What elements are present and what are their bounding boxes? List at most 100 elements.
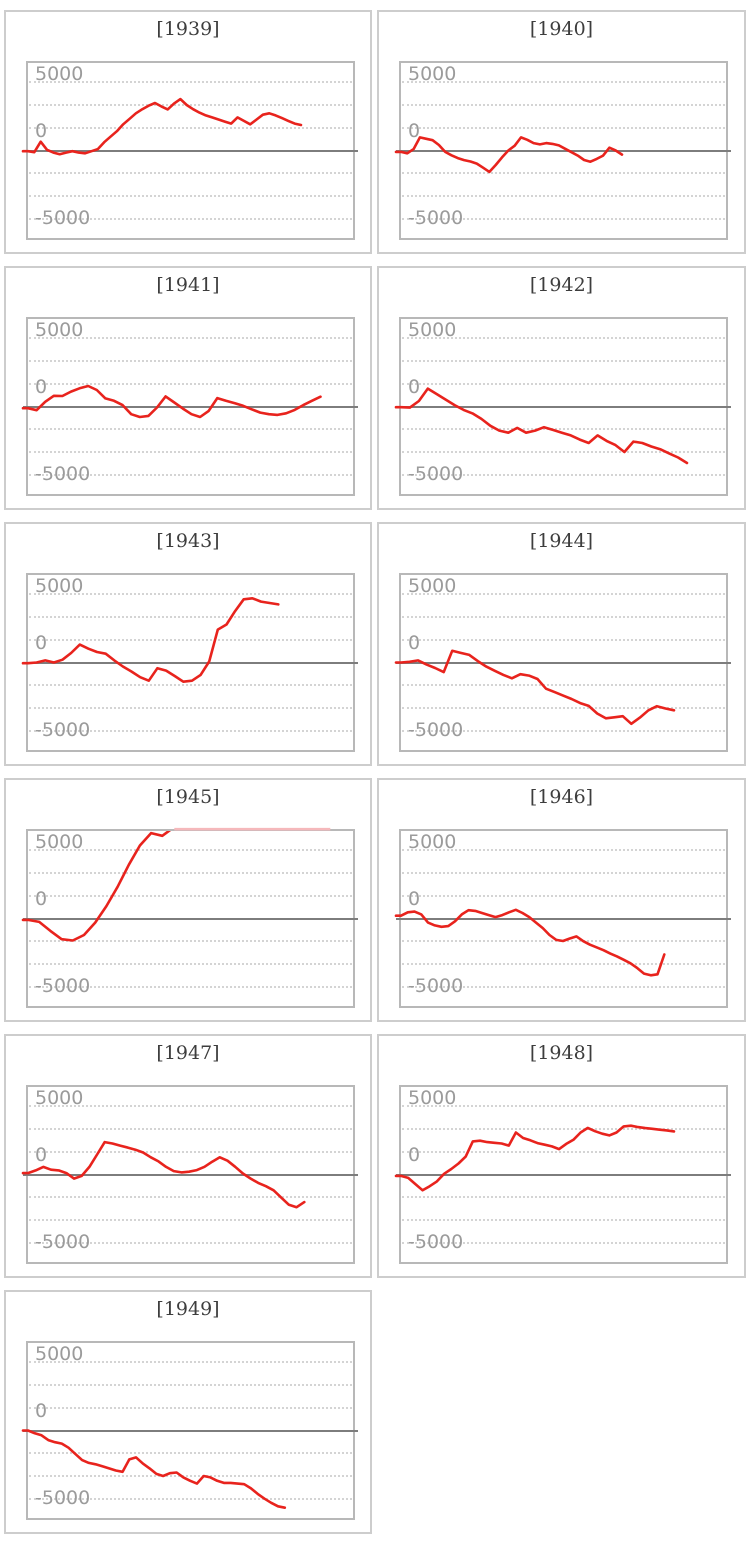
gridline <box>402 1196 725 1199</box>
panel-title: [1946] <box>529 786 594 808</box>
series-line <box>394 908 666 977</box>
series-line <box>21 831 172 942</box>
gridline <box>29 126 352 129</box>
gridline <box>29 963 352 966</box>
gridline <box>402 894 725 897</box>
zero-axis-line <box>23 149 358 152</box>
zero-axis-line <box>396 405 731 408</box>
y-tick-label: 0 <box>408 375 421 398</box>
gridline <box>402 336 725 339</box>
gridline <box>29 195 352 198</box>
plot-area: 5000 0 -5000 <box>394 829 731 1008</box>
gridline <box>29 1406 352 1409</box>
y-tick-label: -5000 <box>408 1231 464 1254</box>
gridline <box>402 195 725 198</box>
series-svg <box>21 97 303 156</box>
series-line <box>394 136 624 174</box>
year-panel: [1945] 5000 0 -5000 <box>4 778 372 1022</box>
y-tick-label: -5000 <box>35 719 91 742</box>
series-svg <box>21 1429 287 1509</box>
series-svg <box>394 136 624 174</box>
year-panel: [1939] 5000 0 -5000 <box>4 10 372 254</box>
plot-area: 5000 0 -5000 <box>394 61 731 240</box>
plot-area: 5000 0 -5000 <box>21 827 358 1008</box>
y-tick-label: 5000 <box>408 574 457 597</box>
series-svg <box>21 596 280 683</box>
y-tick-label: 5000 <box>35 318 84 341</box>
y-tick-label: 0 <box>408 1143 421 1166</box>
gridline <box>402 80 725 83</box>
gridline <box>29 940 352 943</box>
gridline <box>29 359 352 362</box>
plot-inner: 5000 0 -5000 <box>394 574 731 750</box>
gridline <box>29 848 352 851</box>
series-svg <box>394 387 689 465</box>
y-tick-label: -5000 <box>35 1487 91 1510</box>
zero-axis-line <box>396 1173 731 1176</box>
y-tick-label: 5000 <box>408 62 457 85</box>
year-panel: [1948] 5000 0 -5000 <box>377 1034 746 1278</box>
gridline <box>402 172 725 175</box>
y-tick-label: 0 <box>408 631 421 654</box>
y-tick-label: 5000 <box>35 1342 84 1365</box>
gridline <box>402 1150 725 1153</box>
gridline <box>29 451 352 454</box>
y-tick-label: -5000 <box>35 975 91 998</box>
panel-title: [1944] <box>529 530 594 552</box>
series-line <box>394 1124 676 1192</box>
zero-axis-line <box>23 405 358 408</box>
gridline <box>402 382 725 385</box>
gridline <box>402 474 725 477</box>
plot-inner: 5000 0 -5000 <box>394 319 731 494</box>
series-line <box>21 97 303 156</box>
gridline <box>29 218 352 221</box>
gridline <box>402 707 725 710</box>
gridline <box>402 1104 725 1107</box>
year-panel: [1949] 5000 0 -5000 <box>4 1290 372 1534</box>
gridline <box>29 1219 352 1222</box>
y-tick-label: 5000 <box>35 1086 84 1109</box>
gridline <box>29 894 352 897</box>
gridline <box>402 451 725 454</box>
zero-axis-line <box>396 917 731 920</box>
plot-area: 5000 0 -5000 <box>21 1341 358 1520</box>
y-tick-label: 5000 <box>35 574 84 597</box>
plot-inner: 5000 0 -5000 <box>21 318 358 494</box>
y-tick-label: 0 <box>35 375 48 398</box>
zero-axis-line <box>23 917 358 920</box>
gridline <box>29 1452 352 1455</box>
series-svg <box>21 827 331 942</box>
zero-axis-line <box>23 661 358 664</box>
y-tick-label: -5000 <box>408 719 464 742</box>
series-line <box>394 649 676 726</box>
y-tick-label: 0 <box>35 1143 48 1166</box>
gridline <box>29 474 352 477</box>
panel-title: [1948] <box>529 1042 594 1064</box>
y-tick-label: -5000 <box>35 463 91 486</box>
plot-inner: 5000 0 -5000 <box>21 62 358 238</box>
y-tick-label: 5000 <box>35 830 84 853</box>
panel-title: [1949] <box>156 1298 220 1320</box>
y-tick-label: -5000 <box>35 207 91 230</box>
y-tick-label: 0 <box>35 1399 48 1422</box>
gridline <box>29 871 352 874</box>
year-panel: [1942] 5000 0 -5000 <box>377 266 746 510</box>
series-svg <box>394 649 676 726</box>
panel-title: [1941] <box>156 274 220 296</box>
y-tick-label: 0 <box>35 631 48 654</box>
gridline <box>29 172 352 175</box>
series-svg <box>21 384 322 419</box>
gridline <box>29 428 352 431</box>
gridline <box>29 707 352 710</box>
gridline <box>29 80 352 83</box>
year-panel: [1944] 5000 0 -5000 <box>377 522 746 766</box>
gridline <box>402 848 725 851</box>
gridline <box>402 986 725 989</box>
gridline <box>29 1360 352 1363</box>
y-tick-label: 5000 <box>35 62 84 85</box>
plot-inner: 5000 0 -5000 <box>394 1087 731 1262</box>
panel-title: [1945] <box>156 786 220 808</box>
series-svg <box>394 908 666 977</box>
y-tick-label: 0 <box>408 119 421 142</box>
gridline <box>29 1196 352 1199</box>
